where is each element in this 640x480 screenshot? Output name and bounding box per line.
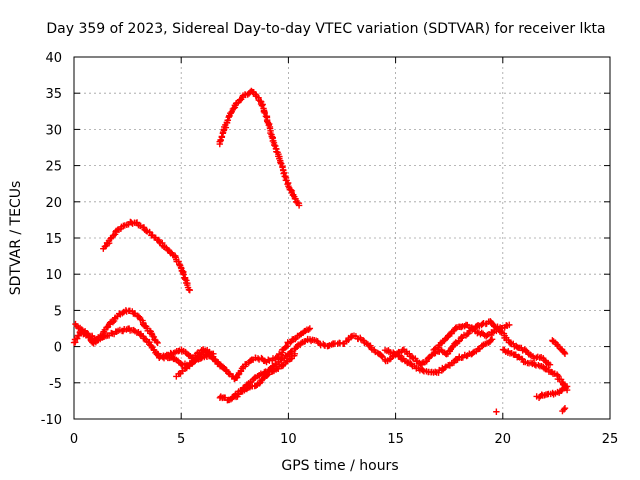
data-point <box>153 338 161 346</box>
series-low-m <box>493 408 500 415</box>
data-point <box>306 325 314 332</box>
data-point <box>542 366 549 373</box>
x-tick-label: 0 <box>70 432 78 447</box>
series-low-i <box>499 346 571 394</box>
data-point <box>418 360 426 367</box>
data-point <box>560 406 568 413</box>
series-low-k <box>549 337 569 358</box>
y-tick-label: 30 <box>45 123 62 138</box>
series-low-l <box>559 404 569 415</box>
data-point <box>541 392 548 399</box>
data-point <box>487 337 494 344</box>
data-point <box>220 365 228 372</box>
data-point <box>156 238 163 245</box>
y-tick-label: 0 <box>54 341 62 356</box>
data-point <box>297 340 305 347</box>
y-tick-label: 40 <box>45 51 62 66</box>
series-low-b <box>72 320 314 383</box>
x-tick-label: 5 <box>177 432 185 447</box>
data-point <box>292 335 299 343</box>
y-tick-label: -10 <box>41 413 62 428</box>
y-tick-label: 20 <box>45 196 62 211</box>
data-point <box>224 117 231 124</box>
data-point <box>210 350 217 358</box>
data-point <box>78 326 85 333</box>
data-point <box>553 371 561 378</box>
series-low-j <box>533 383 571 401</box>
data-point <box>546 361 554 368</box>
data-point <box>282 344 290 351</box>
y-tick-label: 25 <box>45 160 62 175</box>
data-point <box>198 354 205 362</box>
data-point <box>561 350 569 358</box>
data-point <box>563 383 571 390</box>
data-point <box>469 349 477 357</box>
data-point <box>506 321 513 329</box>
series-low-h <box>430 321 513 354</box>
y-axis-label: SDTVAR / TECUs <box>8 181 24 296</box>
y-tick-label: 15 <box>45 232 62 247</box>
x-tick-label: 15 <box>387 432 404 447</box>
data-point <box>423 358 430 365</box>
x-axis-label: GPS time / hours <box>281 458 398 474</box>
y-tick-label: 10 <box>45 268 62 283</box>
axis-ticks: 0 5 10 15 20 25 -10 -5 0 5 10 15 20 25 30 35 40 <box>41 51 619 447</box>
data-marks <box>70 87 571 415</box>
data-point <box>287 186 295 194</box>
data-point <box>464 330 471 338</box>
data-point <box>295 202 303 209</box>
series-arc-high <box>216 87 303 209</box>
data-point <box>336 339 344 347</box>
x-tick-label: 20 <box>495 432 512 447</box>
x-tick-label: 25 <box>602 432 619 447</box>
data-point <box>109 318 117 326</box>
data-point <box>493 408 500 415</box>
y-tick-label: 35 <box>45 87 62 102</box>
data-point <box>186 286 193 294</box>
y-tick-label: -5 <box>49 377 62 392</box>
series-low-g <box>381 336 496 376</box>
chart-title: Day 359 of 2023, Sidereal Day-to-day VTE… <box>46 21 605 37</box>
series-low-f <box>228 318 554 401</box>
data-point <box>261 109 268 117</box>
y-tick-label: 5 <box>54 304 62 319</box>
series-arc-mid <box>100 218 193 294</box>
data-point <box>419 367 427 374</box>
data-point <box>192 357 199 364</box>
data-point <box>305 326 312 333</box>
x-tick-label: 10 <box>280 432 297 447</box>
data-point <box>230 104 238 112</box>
data-point <box>181 275 189 283</box>
data-point <box>488 336 496 343</box>
series-low-d <box>173 350 217 380</box>
data-point <box>271 141 278 149</box>
data-point <box>218 133 226 140</box>
data-point <box>154 339 161 347</box>
data-point <box>83 329 91 337</box>
data-point <box>561 404 569 412</box>
data-point <box>227 109 234 117</box>
data-point <box>378 352 385 360</box>
data-point <box>396 352 404 359</box>
grid <box>74 57 610 419</box>
data-point <box>432 368 439 375</box>
